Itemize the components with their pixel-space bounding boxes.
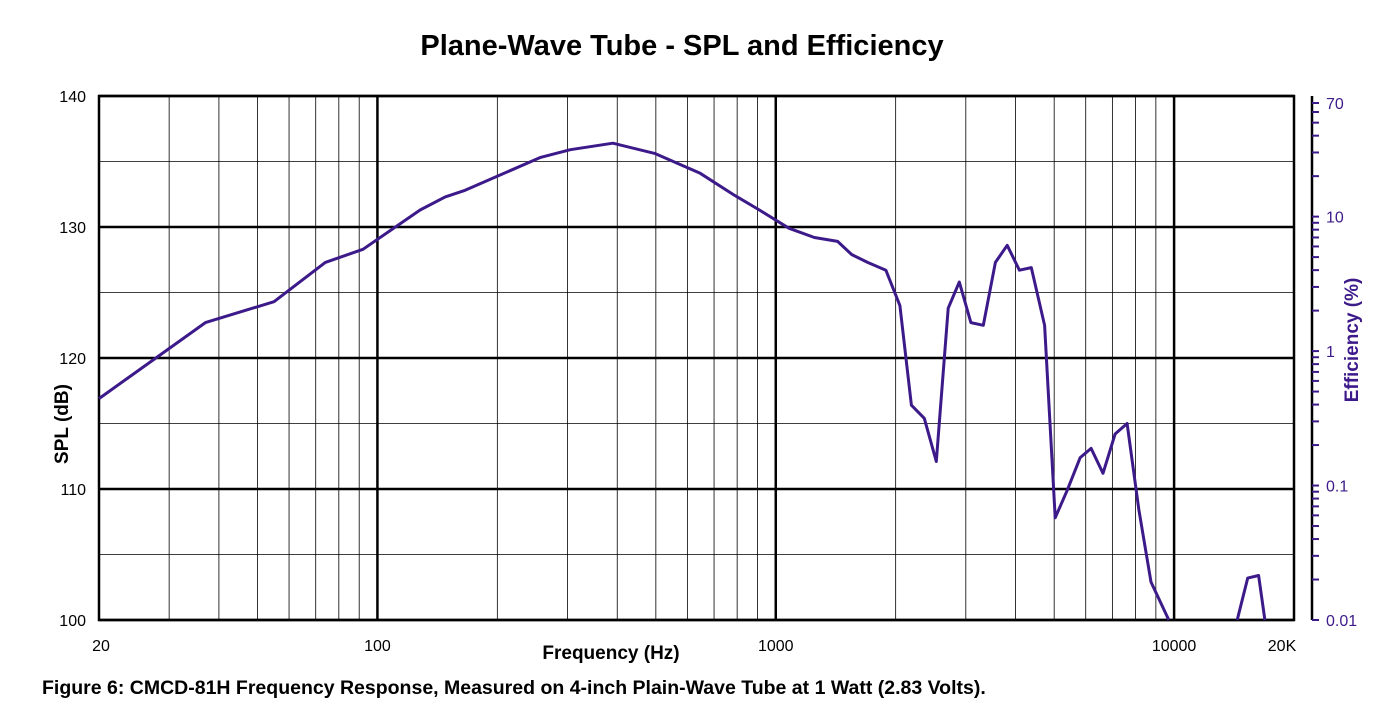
y2-tick-label: 1 <box>1326 344 1335 361</box>
plot-frame <box>97 94 1296 622</box>
y2-tick-label: 0.01 <box>1326 613 1357 630</box>
x-tick-label: 10000 <box>1152 638 1197 655</box>
y2-axis-label: Efficiency (%) <box>1342 278 1363 403</box>
axes: 20 100 1000 10000 20K1001101201301400.010.11… <box>59 89 1357 655</box>
figure-caption: Figure 6: CMCD-81H Frequency Response, M… <box>42 677 986 699</box>
y-tick-label: 140 <box>59 89 86 106</box>
y-tick-label: 120 <box>59 351 86 368</box>
y-axis-label: SPL (dB) <box>52 384 73 464</box>
x-tick-label: 100 <box>364 638 391 655</box>
x-tick-label: 1000 <box>758 638 794 655</box>
y2-tick-label: 70 <box>1326 96 1344 113</box>
grid <box>97 94 1296 622</box>
y2-tick-label: 10 <box>1326 210 1344 227</box>
y-tick-label: 100 <box>59 613 86 630</box>
y-tick-label: 110 <box>60 482 86 499</box>
spl-curve <box>1235 574 1267 621</box>
series-marks <box>98 141 1267 621</box>
x-axis-label: Frequency (Hz) <box>542 643 679 664</box>
x-tick-label: 20K <box>1268 638 1297 655</box>
y-tick-label: 130 <box>59 220 86 237</box>
x-tick-label: 20 <box>92 638 110 655</box>
spl-curve <box>98 141 1171 621</box>
chart-title: Plane-Wave Tube - SPL and Efficiency <box>420 30 944 62</box>
y2-tick-label: 0.1 <box>1326 479 1348 496</box>
